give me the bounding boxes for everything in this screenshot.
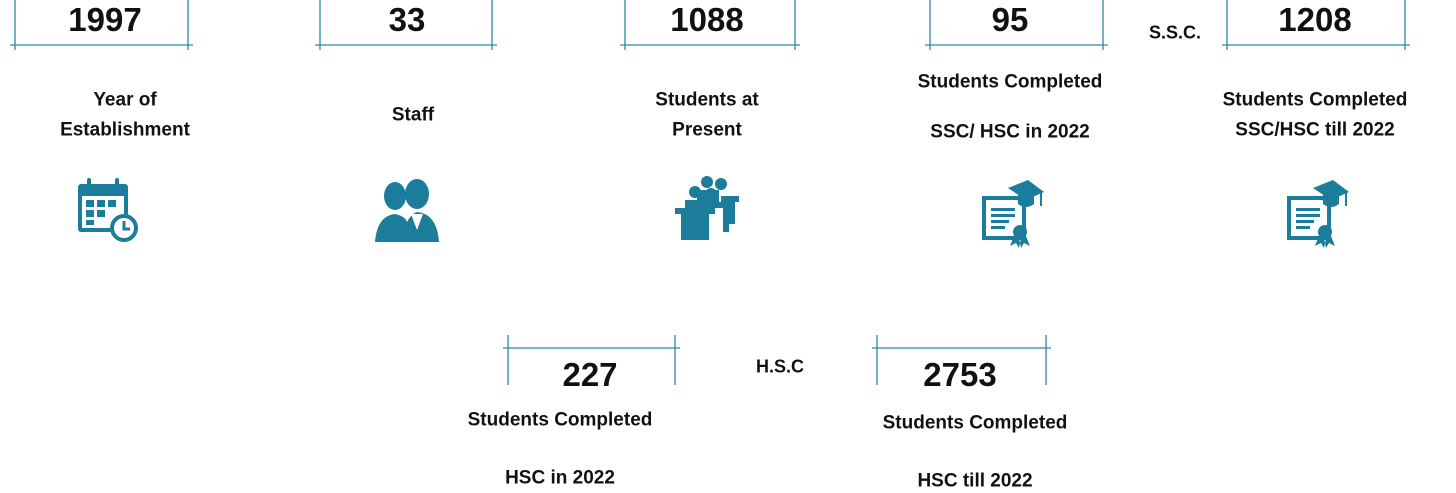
- stat-label: Students at: [655, 89, 759, 111]
- people-icon: [375, 179, 439, 242]
- stat-label: HSC till 2022: [917, 470, 1033, 492]
- classroom-icon: [675, 176, 739, 240]
- separator-label: H.S.C: [755, 356, 805, 377]
- stat-label: Students Completed: [467, 409, 653, 431]
- stat-number: 227: [562, 356, 618, 393]
- stat-number: 33: [388, 1, 426, 38]
- certificate-icon: [982, 180, 1044, 248]
- certificate-icon: [1287, 180, 1349, 248]
- stat-label: SSC/ HSC in 2022: [930, 121, 1090, 143]
- stat-label: Students Completed: [882, 412, 1068, 434]
- stat-number: 2753: [923, 356, 997, 393]
- stat-number: 1208: [1278, 1, 1352, 38]
- separator-label: S.S.C.: [1148, 22, 1202, 43]
- stat-number: 1997: [68, 1, 142, 38]
- stat-label: Staff: [391, 104, 435, 126]
- calendar-icon: [78, 178, 138, 242]
- stat-label: SSC/HSC till 2022: [1235, 119, 1395, 141]
- stat-label: Present: [672, 119, 742, 141]
- stat-number: 95: [991, 1, 1029, 38]
- stat-label: Students Completed: [917, 71, 1103, 93]
- stat-label: Students Completed: [1222, 89, 1408, 111]
- stat-number: 1088: [670, 1, 744, 38]
- stat-label: Year of: [93, 89, 157, 111]
- stat-label: HSC in 2022: [505, 467, 615, 489]
- stat-label: Establishment: [60, 119, 190, 141]
